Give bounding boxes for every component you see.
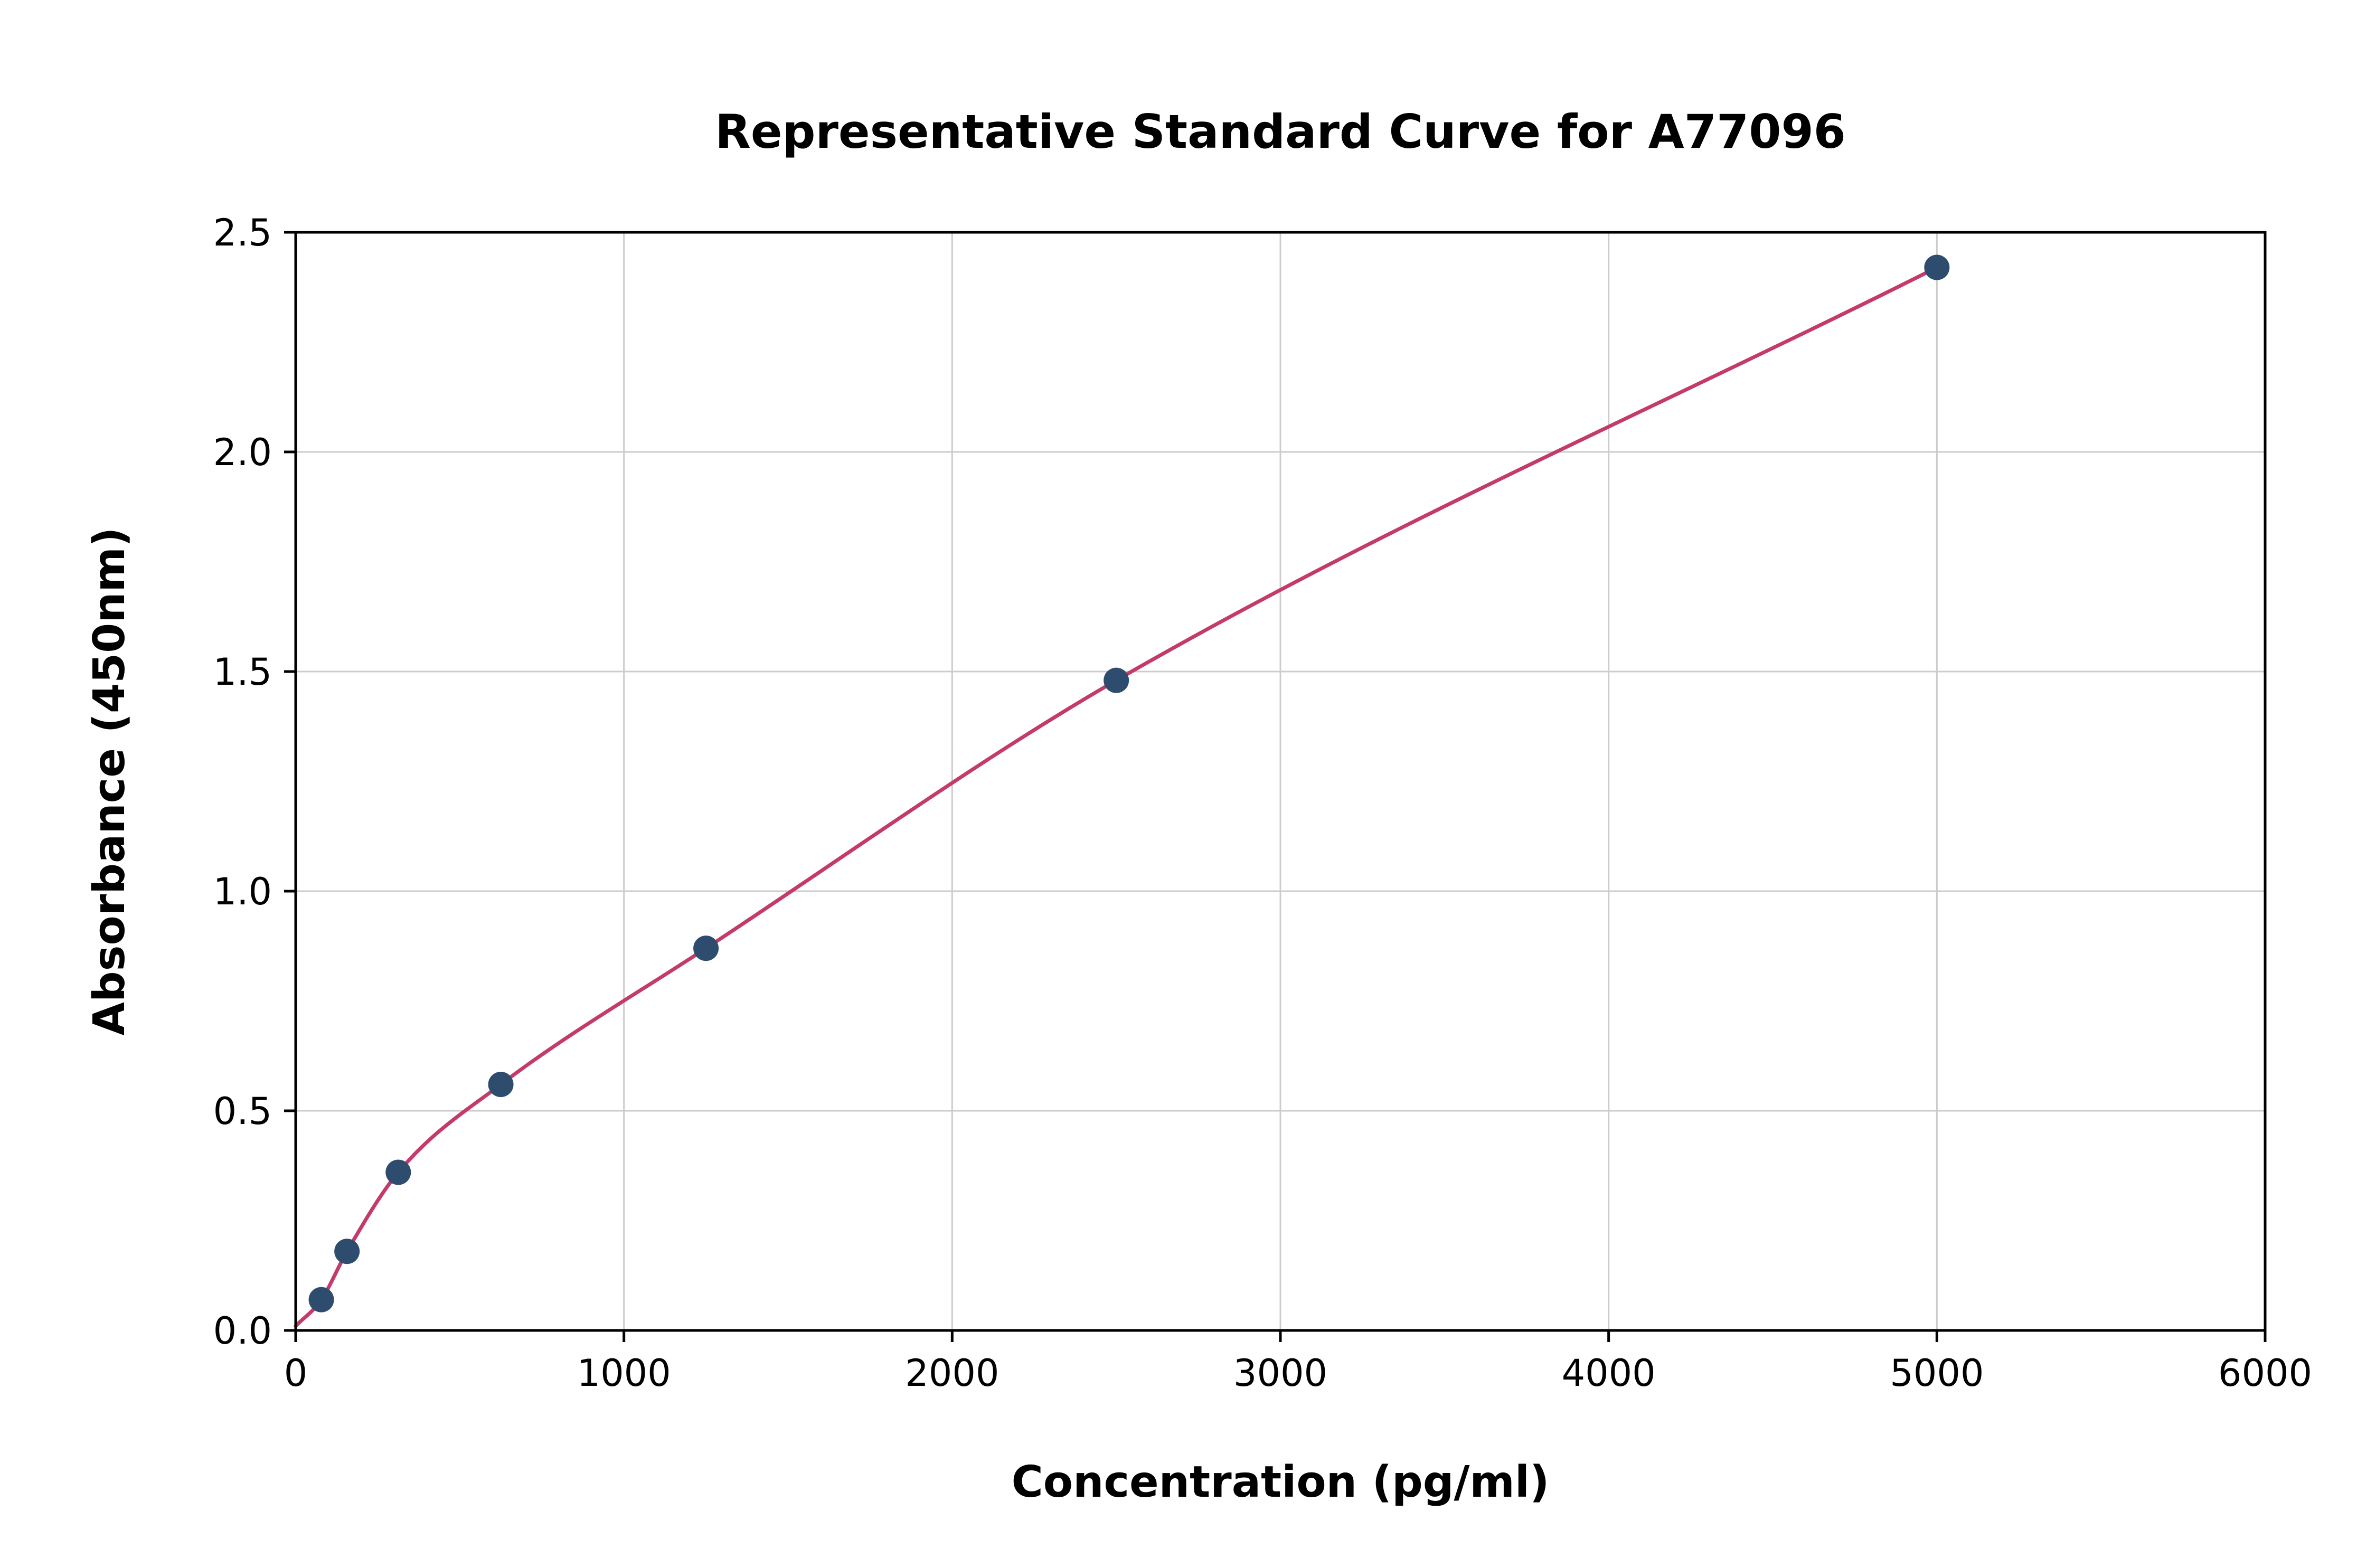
x-tick-label: 3000 (1233, 1352, 1327, 1395)
y-tick-label: 2.5 (213, 211, 272, 254)
y-tick-label: 0.5 (213, 1090, 272, 1133)
data-point (385, 1159, 411, 1185)
y-tick-label: 2.0 (213, 431, 272, 474)
x-tick-label: 4000 (1562, 1352, 1656, 1395)
x-tick-label: 6000 (2218, 1352, 2312, 1395)
ticks: 0 1000 2000 3000 4000 5000 6000 0.0 0.5 1.0 1.5 2.0… (213, 211, 2312, 1395)
x-axis-label: Concentration (pg/ml) (1012, 1457, 1550, 1507)
y-axis-label: Absorbance (450nm) (84, 527, 135, 1036)
x-tick-label: 2000 (905, 1352, 999, 1395)
data-points (308, 254, 1950, 1312)
data-point (334, 1239, 360, 1264)
data-point (693, 936, 719, 961)
y-tick-label: 0.0 (213, 1309, 272, 1353)
y-tick-label: 1.5 (213, 650, 272, 694)
data-point (1924, 254, 1950, 280)
x-tick-label: 0 (284, 1352, 308, 1395)
gridlines (296, 231, 2266, 1330)
chart-title: Representative Standard Curve for A77096 (715, 105, 1846, 159)
x-tick-label: 1000 (577, 1352, 671, 1395)
data-point (308, 1287, 334, 1312)
x-tick-label: 5000 (1890, 1352, 1984, 1395)
data-point (488, 1072, 514, 1098)
fit-curve (294, 266, 1939, 1328)
y-tick-label: 1.0 (213, 870, 272, 913)
data-point (1104, 667, 1129, 693)
